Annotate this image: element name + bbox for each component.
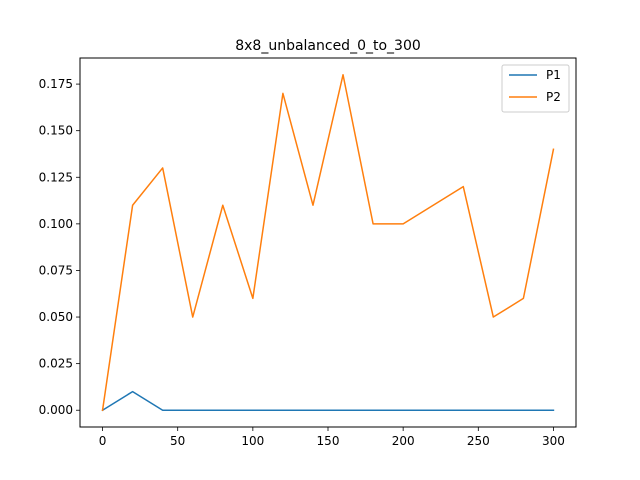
y-tick-label: 0.150	[39, 124, 73, 138]
y-tick-label: 0.175	[39, 77, 73, 91]
chart-title: 8x8_unbalanced_0_to_300	[235, 38, 421, 54]
x-tick-label: 150	[317, 434, 340, 448]
x-axis: 0 50 100 150 200 250 300	[99, 427, 565, 448]
x-tick-label: 0	[99, 434, 107, 448]
plot-area	[80, 58, 576, 427]
series-layer	[101, 74, 555, 412]
series-line-p2	[101, 74, 555, 412]
legend-label-p1: P1	[546, 68, 561, 82]
y-tick-label: 0.050	[39, 310, 73, 324]
y-tick-label: 0.125	[39, 170, 73, 184]
x-tick-label: 300	[542, 434, 565, 448]
legend: P1 P2	[501, 64, 570, 113]
y-tick-label: 0.075	[39, 263, 73, 277]
axes-background	[80, 58, 576, 427]
y-axis: 0.000 0.025 0.050 0.075 0.100 0.125 0.150 0.175	[39, 77, 80, 417]
x-tick-label: 250	[467, 434, 490, 448]
x-tick-label: 50	[170, 434, 185, 448]
legend-label-p2: P2	[546, 90, 561, 104]
series-line-p1	[101, 390, 555, 412]
x-tick-label: 100	[241, 434, 264, 448]
legend-box	[501, 64, 570, 113]
axes-frame	[79, 57, 577, 428]
x-tick-label: 200	[392, 434, 415, 448]
y-tick-label: 0.000	[39, 403, 73, 417]
y-tick-label: 0.100	[39, 217, 73, 231]
y-tick-label: 0.025	[39, 357, 73, 371]
